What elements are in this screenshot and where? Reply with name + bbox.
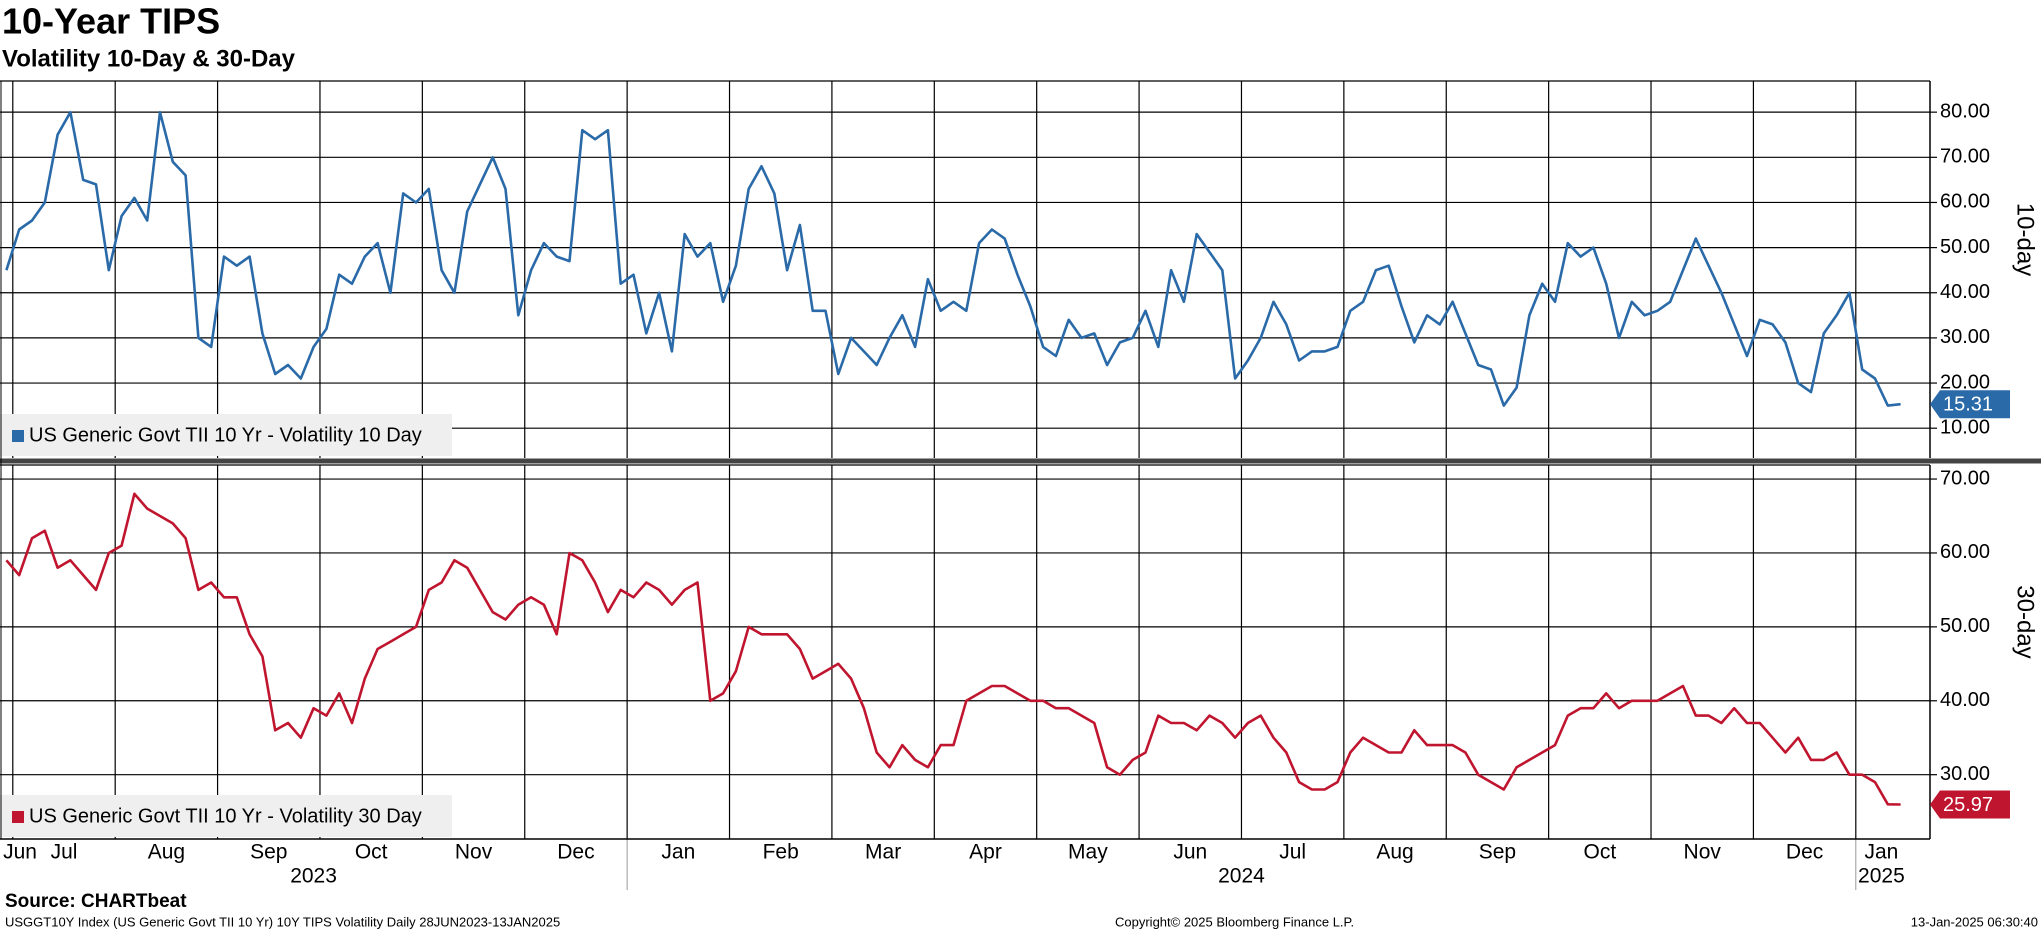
x-tick-label: Sep	[1479, 841, 1516, 864]
y-tick-label: 60.00	[1940, 191, 1990, 213]
x-tick-label: Feb	[763, 841, 799, 864]
x-tick-label: Jul	[1279, 841, 1306, 864]
chart-subtitle: Volatility 10-Day & 30-Day	[2, 45, 296, 72]
x-tick-label: Jan	[1864, 841, 1898, 864]
x-tick-label: Dec	[557, 841, 594, 864]
year-label: 2025	[1858, 865, 1905, 888]
y-tick-label: 50.00	[1940, 236, 1990, 258]
y-tick-label: 70.00	[1940, 467, 1990, 489]
series-line	[5, 110, 1901, 407]
x-tick-label: Mar	[865, 841, 901, 864]
x-tick-label: Oct	[1583, 841, 1616, 864]
x-tick-label: Nov	[1684, 841, 1722, 864]
legend-swatch	[12, 430, 24, 442]
y-tick-label: 30.00	[1940, 326, 1990, 348]
legend-label: US Generic Govt TII 10 Yr - Volatility 1…	[29, 424, 422, 446]
last-value-box	[1930, 790, 2010, 819]
x-tick-label: Jul	[51, 841, 78, 864]
legend-box	[0, 795, 452, 837]
legend-box	[0, 414, 452, 456]
y-axis-label: 10-day	[2012, 203, 2039, 276]
x-tick-label: May	[1068, 841, 1108, 864]
x-tick-label: Jun	[1173, 841, 1207, 864]
chart-title: 10-Year TIPS	[2, 1, 220, 42]
footer-left: USGGT10Y Index (US Generic Govt TII 10 Y…	[5, 914, 560, 929]
last-value-box	[1930, 390, 2010, 419]
x-tick-label: Sep	[250, 841, 287, 864]
x-tick-label: Oct	[355, 841, 388, 864]
legend-label: US Generic Govt TII 10 Yr - Volatility 3…	[29, 805, 422, 827]
legend-swatch	[12, 811, 24, 823]
y-tick-label: 10.00	[1940, 416, 1990, 438]
footer-right: 13-Jan-2025 06:30:40	[1911, 914, 2038, 929]
footer-center: Copyright© 2025 Bloomberg Finance L.P.	[1115, 914, 1354, 929]
x-tick-label: Dec	[1786, 841, 1823, 864]
y-tick-label: 60.00	[1940, 541, 1990, 563]
y-tick-label: 20.00	[1940, 371, 1990, 393]
series-line	[5, 492, 1901, 806]
x-tick-label: Aug	[1376, 841, 1413, 864]
year-label: 2024	[1218, 865, 1265, 888]
last-value-label: 25.97	[1943, 794, 1993, 816]
y-tick-label: 30.00	[1940, 763, 1990, 785]
last-value-label: 15.31	[1943, 394, 1993, 416]
x-tick-label: Jan	[661, 841, 695, 864]
y-tick-label: 50.00	[1940, 615, 1990, 637]
y-tick-label: 40.00	[1940, 689, 1990, 711]
y-tick-label: 70.00	[1940, 146, 1990, 168]
x-tick-label: Aug	[148, 841, 185, 864]
x-tick-label: Nov	[455, 841, 493, 864]
y-axis-label: 30-day	[2012, 585, 2039, 658]
source: Source: CHARTbeat	[5, 891, 187, 912]
x-tick-label: Jun	[3, 841, 37, 864]
y-tick-label: 40.00	[1940, 281, 1990, 303]
year-label: 2023	[290, 865, 337, 888]
x-tick-label: Apr	[969, 841, 1002, 864]
y-tick-label: 80.00	[1940, 100, 1990, 122]
